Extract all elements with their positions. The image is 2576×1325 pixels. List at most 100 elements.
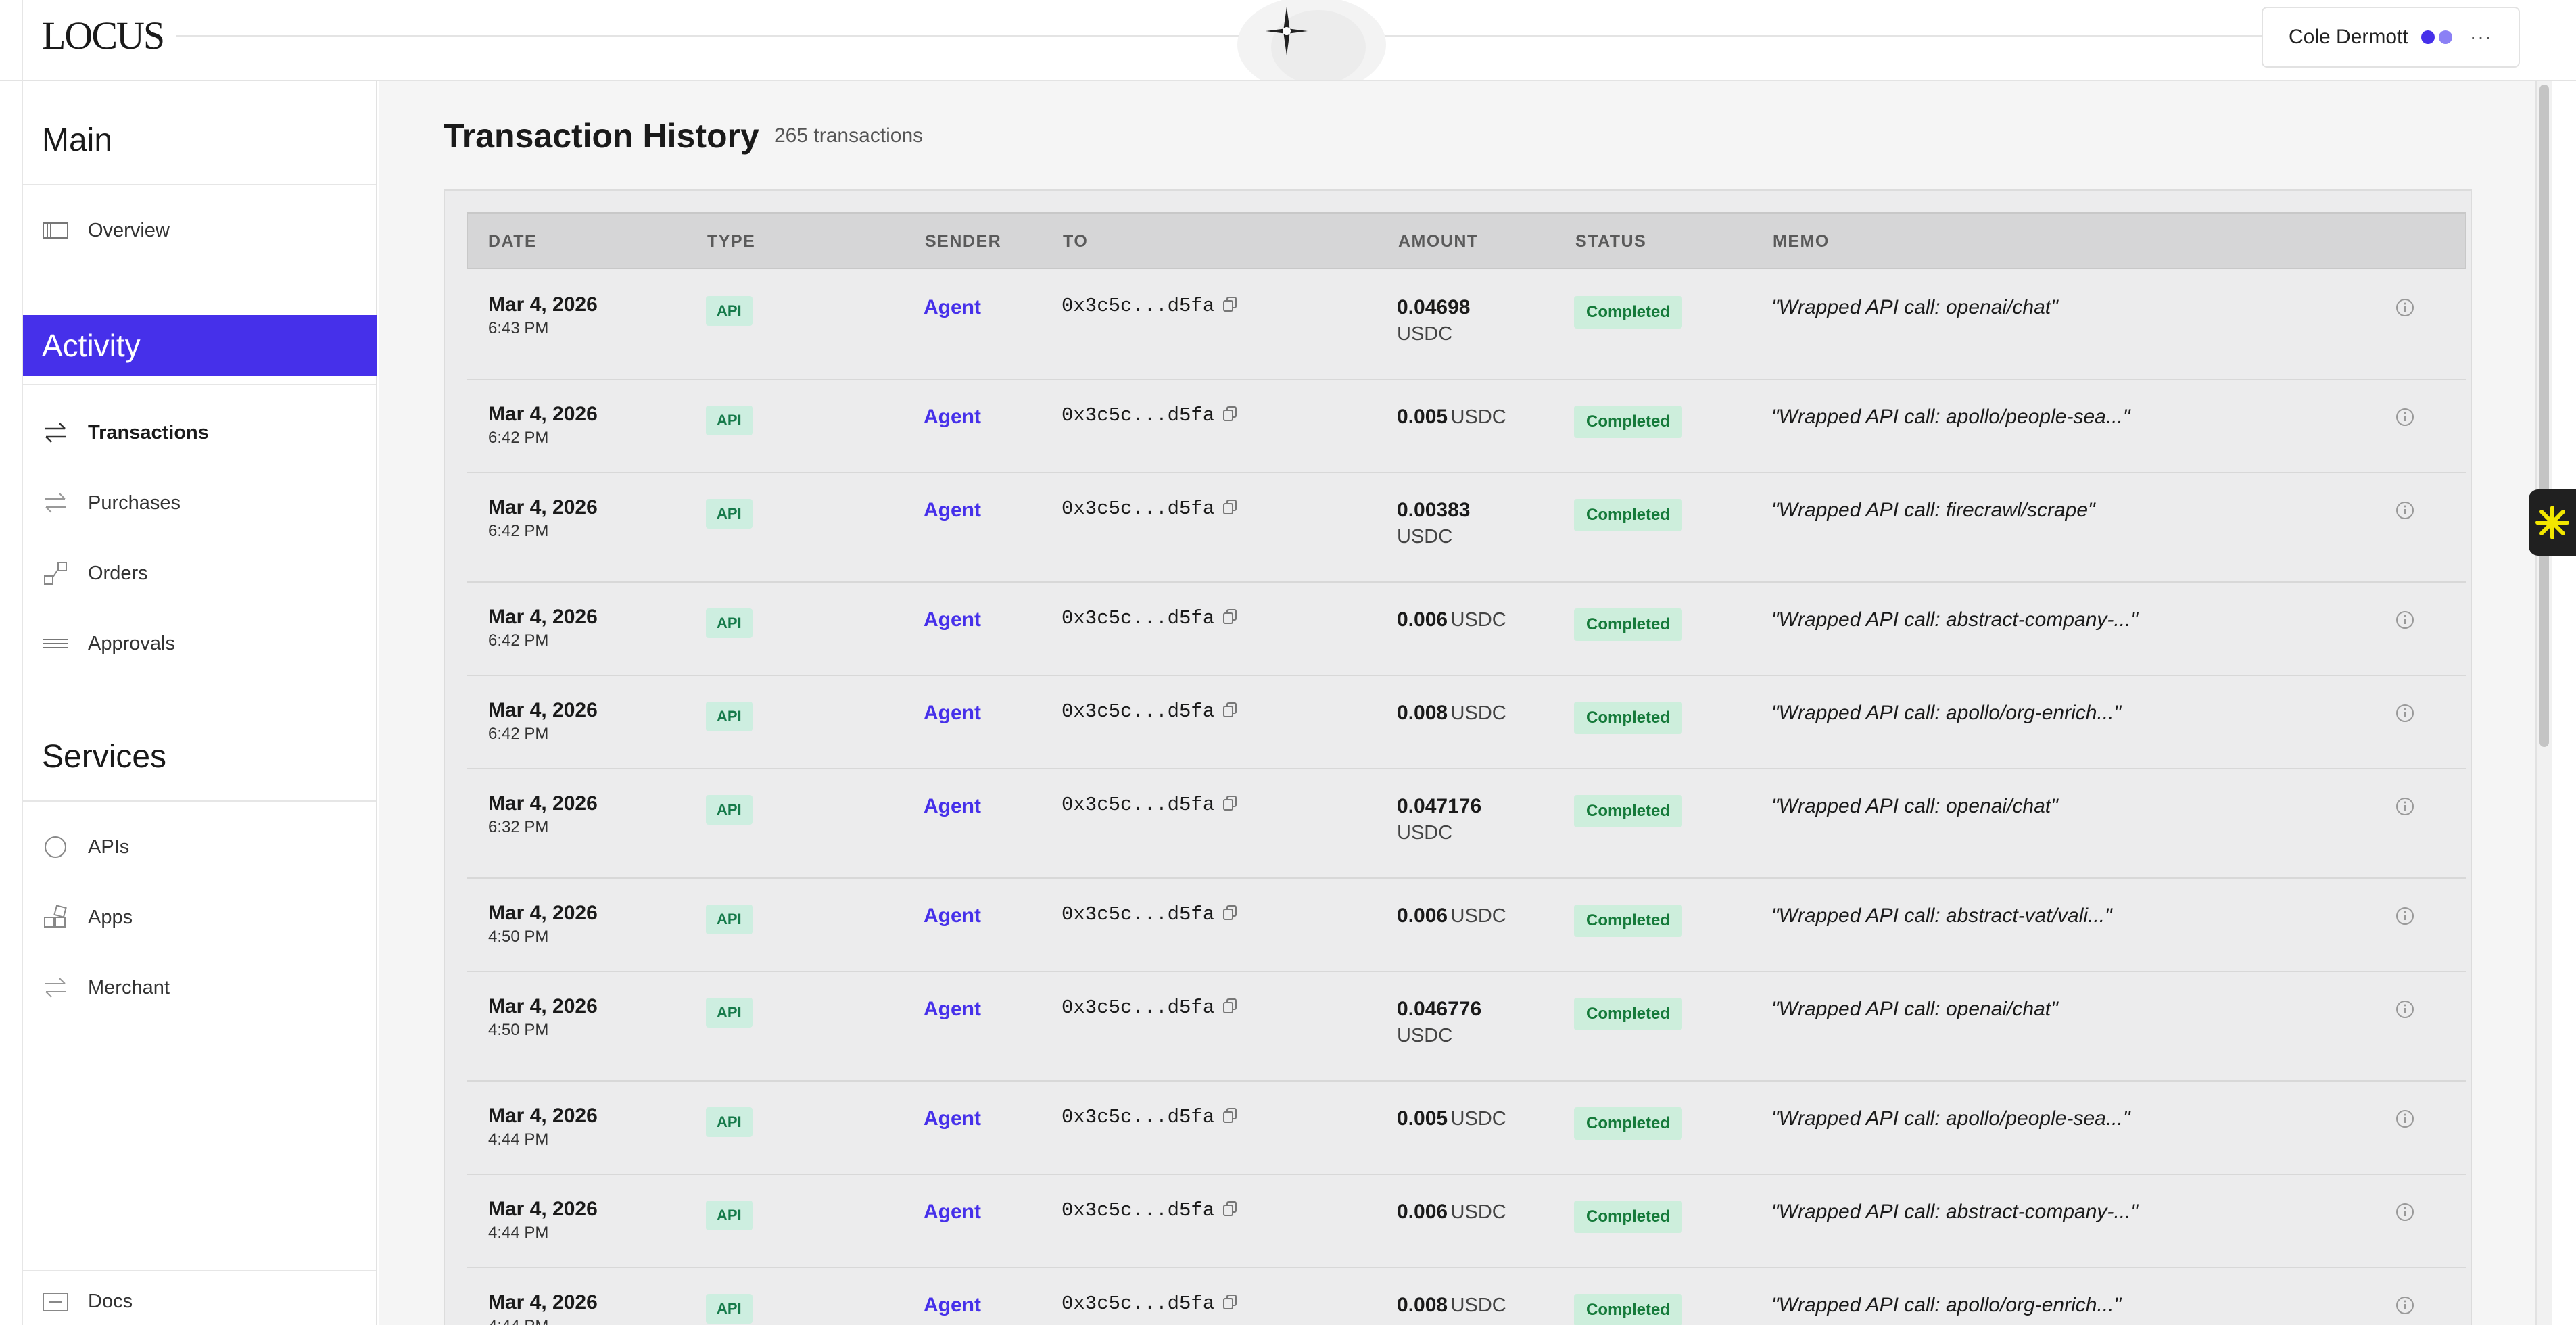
copy-icon[interactable] xyxy=(1222,905,1237,921)
copy-icon[interactable] xyxy=(1222,608,1237,625)
column-header-status[interactable]: STATUS xyxy=(1575,232,1647,251)
sidebar-item-overview[interactable]: Overview xyxy=(42,207,353,254)
sidebar-item-transactions[interactable]: Transactions xyxy=(42,409,353,456)
status-cell: Completed xyxy=(1574,998,1683,1030)
amount-cell: 0.00383 USDC xyxy=(1397,499,1470,548)
info-icon[interactable] xyxy=(2395,1109,2415,1129)
table-row[interactable]: Mar 4, 2026 4:44 PM API Agent 0x3c5c...d5fa 0… xyxy=(467,1268,2466,1325)
sidebar-item-purchases[interactable]: Purchases xyxy=(42,479,353,527)
page-title: Transaction History xyxy=(444,117,759,155)
info-icon[interactable] xyxy=(2395,1202,2415,1222)
recipient-address: 0x3c5c...d5fa xyxy=(1062,1293,1215,1315)
info-icon[interactable] xyxy=(2395,796,2415,817)
sidebar-item-docs[interactable]: Docs xyxy=(42,1278,353,1325)
table-row[interactable]: Mar 4, 2026 6:43 PM API Agent 0x3c5c...d5fa 0… xyxy=(467,270,2466,380)
memo-text: "Wrapped API call: abstract-vat/vali..." xyxy=(1771,905,2112,927)
info-icon[interactable] xyxy=(2395,906,2415,926)
time-value: 4:44 PM xyxy=(488,1130,549,1149)
sender-link[interactable]: Agent xyxy=(924,296,981,318)
type-cell: API xyxy=(706,905,753,934)
info-icon[interactable] xyxy=(2395,500,2415,521)
sidebar-item-label: Orders xyxy=(88,562,148,584)
sidebar-item-apis[interactable]: APIs xyxy=(42,823,353,871)
sidebar-item-approvals[interactable]: Approvals xyxy=(42,620,353,667)
sender-link[interactable]: Agent xyxy=(924,608,981,631)
amount-unit: USDC xyxy=(1397,1025,1453,1046)
app-logo[interactable]: LOCUS xyxy=(42,12,176,59)
copy-icon[interactable] xyxy=(1222,1107,1237,1124)
date-cell: Mar 4, 2026 4:44 PM xyxy=(488,1291,598,1325)
info-cell xyxy=(2395,610,2415,633)
copy-icon[interactable] xyxy=(1222,1201,1237,1217)
copy-icon[interactable] xyxy=(1222,406,1237,422)
amount-cell: 0.006 USDC xyxy=(1397,608,1506,631)
table-row[interactable]: Mar 4, 2026 6:42 PM API Agent 0x3c5c...d5fa 0… xyxy=(467,473,2466,583)
recipient-address: 0x3c5c...d5fa xyxy=(1062,794,1215,816)
sidebar-item-orders[interactable]: Orders xyxy=(42,550,353,597)
memo-text: "Wrapped API call: apollo/org-enrich..." xyxy=(1771,1294,2122,1316)
status-cell: Completed xyxy=(1574,1294,1683,1325)
memo-cell: "Wrapped API call: abstract-company-..." xyxy=(1771,1201,2138,1224)
copy-icon[interactable] xyxy=(1222,702,1237,718)
info-icon[interactable] xyxy=(2395,610,2415,630)
amount-value: 0.006 xyxy=(1397,608,1448,631)
date-value: Mar 4, 2026 xyxy=(488,1198,598,1220)
info-icon[interactable] xyxy=(2395,999,2415,1019)
grid-icon xyxy=(42,904,69,931)
status-badge: Completed xyxy=(1574,608,1683,641)
date-cell: Mar 4, 2026 6:42 PM xyxy=(488,496,598,541)
info-icon[interactable] xyxy=(2395,297,2415,318)
table-row[interactable]: Mar 4, 2026 6:42 PM API Agent 0x3c5c...d5fa 0… xyxy=(467,380,2466,473)
sidebar-item-merchant[interactable]: Merchant xyxy=(42,964,353,1011)
table-row[interactable]: Mar 4, 2026 6:42 PM API Agent 0x3c5c...d5fa 0… xyxy=(467,676,2466,769)
recipient-address: 0x3c5c...d5fa xyxy=(1062,903,1215,925)
sender-link[interactable]: Agent xyxy=(924,499,981,521)
status-cell: Completed xyxy=(1574,702,1683,734)
user-menu[interactable]: Cole Dermott ··· xyxy=(2262,7,2520,68)
table-row[interactable]: Mar 4, 2026 6:32 PM API Agent 0x3c5c...d5fa 0… xyxy=(467,769,2466,879)
sender-link[interactable]: Agent xyxy=(924,406,981,428)
sender-link[interactable]: Agent xyxy=(924,998,981,1020)
sender-link[interactable]: Agent xyxy=(924,1201,981,1223)
column-header-type[interactable]: TYPE xyxy=(707,232,756,251)
sender-link[interactable]: Agent xyxy=(924,1107,981,1130)
copy-icon[interactable] xyxy=(1222,296,1237,312)
table-row[interactable]: Mar 4, 2026 4:50 PM API Agent 0x3c5c...d5fa 0… xyxy=(467,972,2466,1082)
table-row[interactable]: Mar 4, 2026 4:44 PM API Agent 0x3c5c...d5fa 0… xyxy=(467,1175,2466,1268)
sidebar-section-activity[interactable]: Activity xyxy=(22,315,377,376)
column-header-to[interactable]: TO xyxy=(1063,232,1089,251)
type-cell: API xyxy=(706,406,753,435)
info-cell xyxy=(2395,906,2415,930)
page-scrollbar[interactable] xyxy=(2535,81,2552,1325)
memo-cell: "Wrapped API call: abstract-vat/vali..." xyxy=(1771,905,2112,927)
copy-icon[interactable] xyxy=(1222,499,1237,515)
type-badge: API xyxy=(706,499,753,529)
column-header-amount[interactable]: AMOUNT xyxy=(1398,232,1479,251)
time-value: 6:42 PM xyxy=(488,631,549,650)
sender-link[interactable]: Agent xyxy=(924,795,981,817)
recipient-address: 0x3c5c...d5fa xyxy=(1062,1106,1215,1128)
sender-link[interactable]: Agent xyxy=(924,1294,981,1316)
scrollbar-thumb[interactable] xyxy=(2539,85,2549,747)
status-cell: Completed xyxy=(1574,795,1683,827)
info-icon[interactable] xyxy=(2395,703,2415,723)
more-horizontal-icon[interactable]: ··· xyxy=(2470,26,2493,47)
table-row[interactable]: Mar 4, 2026 4:44 PM API Agent 0x3c5c...d5fa 0… xyxy=(467,1082,2466,1175)
copy-icon[interactable] xyxy=(1222,998,1237,1014)
info-icon[interactable] xyxy=(2395,407,2415,427)
sender-link[interactable]: Agent xyxy=(924,702,981,724)
type-cell: API xyxy=(706,1107,753,1137)
table-row[interactable]: Mar 4, 2026 6:42 PM API Agent 0x3c5c...d5fa 0… xyxy=(467,583,2466,676)
column-header-memo[interactable]: MEMO xyxy=(1773,232,1830,251)
amount-cell: 0.006 USDC xyxy=(1397,1201,1506,1224)
sidebar-item-apps[interactable]: Apps xyxy=(42,894,353,941)
assistant-widget-button[interactable] xyxy=(2529,489,2576,556)
sender-link[interactable]: Agent xyxy=(924,905,981,927)
table-row[interactable]: Mar 4, 2026 4:50 PM API Agent 0x3c5c...d5fa 0… xyxy=(467,879,2466,972)
column-header-date[interactable]: DATE xyxy=(488,232,538,251)
info-cell xyxy=(2395,1295,2415,1319)
info-icon[interactable] xyxy=(2395,1295,2415,1316)
copy-icon[interactable] xyxy=(1222,1294,1237,1310)
column-header-sender[interactable]: SENDER xyxy=(925,232,1002,251)
copy-icon[interactable] xyxy=(1222,795,1237,811)
